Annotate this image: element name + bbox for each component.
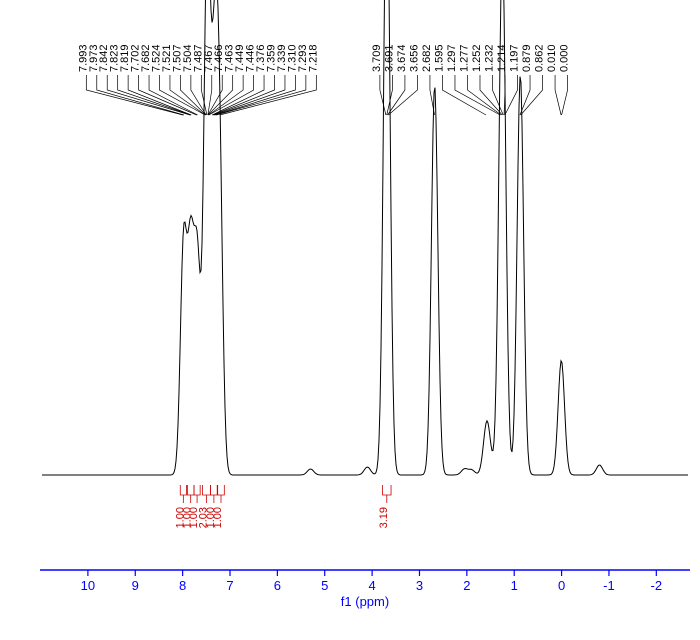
- peak-label: 1.277: [458, 44, 470, 72]
- x-tick-label: -2: [651, 578, 663, 593]
- x-tick-label: 8: [179, 578, 186, 593]
- peak-label: 3.709: [371, 44, 383, 72]
- integral-bracket: [180, 485, 186, 495]
- x-tick-label: 2: [463, 578, 470, 593]
- x-tick-label: 7: [226, 578, 233, 593]
- integral-label: 3.19: [378, 507, 390, 528]
- peak-leader: [107, 75, 190, 115]
- peak-label: 1.197: [509, 44, 521, 72]
- x-tick-label: 10: [81, 578, 95, 593]
- integral-bracket: [187, 485, 194, 495]
- x-tick-label: 1: [511, 578, 518, 593]
- x-tick-label: 5: [321, 578, 328, 593]
- integral-label: 1.00: [212, 507, 224, 528]
- peak-leader: [118, 75, 191, 115]
- x-tick-label: 9: [132, 578, 139, 593]
- x-tick-label: 3: [416, 578, 423, 593]
- peak-label: 7.218: [307, 44, 319, 72]
- x-axis-label: f1 (ppm): [341, 594, 389, 609]
- peak-leader: [388, 75, 417, 115]
- peak-label: 1.214: [496, 44, 508, 72]
- peak-label: 1.232: [484, 44, 496, 72]
- integral-bracket: [203, 485, 211, 495]
- nmr-spectrum-chart: 7.9937.9737.8427.8237.8197.7027.6827.524…: [0, 0, 700, 640]
- peak-label: 0.010: [546, 44, 558, 72]
- peak-label: 2.682: [421, 44, 433, 72]
- peak-leader: [521, 75, 543, 115]
- peak-label: 1.252: [471, 44, 483, 72]
- integral-bracket: [194, 485, 200, 495]
- x-tick-label: 4: [368, 578, 375, 593]
- x-tick-label: 0: [558, 578, 565, 593]
- peak-leader: [493, 75, 504, 115]
- peak-leader: [480, 75, 502, 115]
- peak-leader: [216, 75, 306, 115]
- peak-leader: [380, 75, 386, 115]
- integral-bracket: [211, 485, 218, 495]
- integral-bracket: [218, 485, 225, 495]
- peak-label: 3.691: [383, 44, 395, 72]
- peak-leader: [505, 75, 518, 115]
- x-tick-label: -1: [603, 578, 615, 593]
- peak-label: 1.595: [433, 44, 445, 72]
- peak-leader: [555, 75, 561, 115]
- peak-label: 1.297: [446, 44, 458, 72]
- peak-label: 3.674: [396, 44, 408, 72]
- peak-leader: [562, 75, 568, 115]
- peak-label: 0.879: [521, 44, 533, 72]
- peak-label: 0.000: [559, 44, 571, 72]
- integral-bracket: [383, 485, 392, 495]
- peak-label: 3.656: [408, 44, 420, 72]
- peak-leader: [139, 75, 197, 115]
- x-tick-label: 6: [274, 578, 281, 593]
- peak-label: 0.862: [534, 44, 546, 72]
